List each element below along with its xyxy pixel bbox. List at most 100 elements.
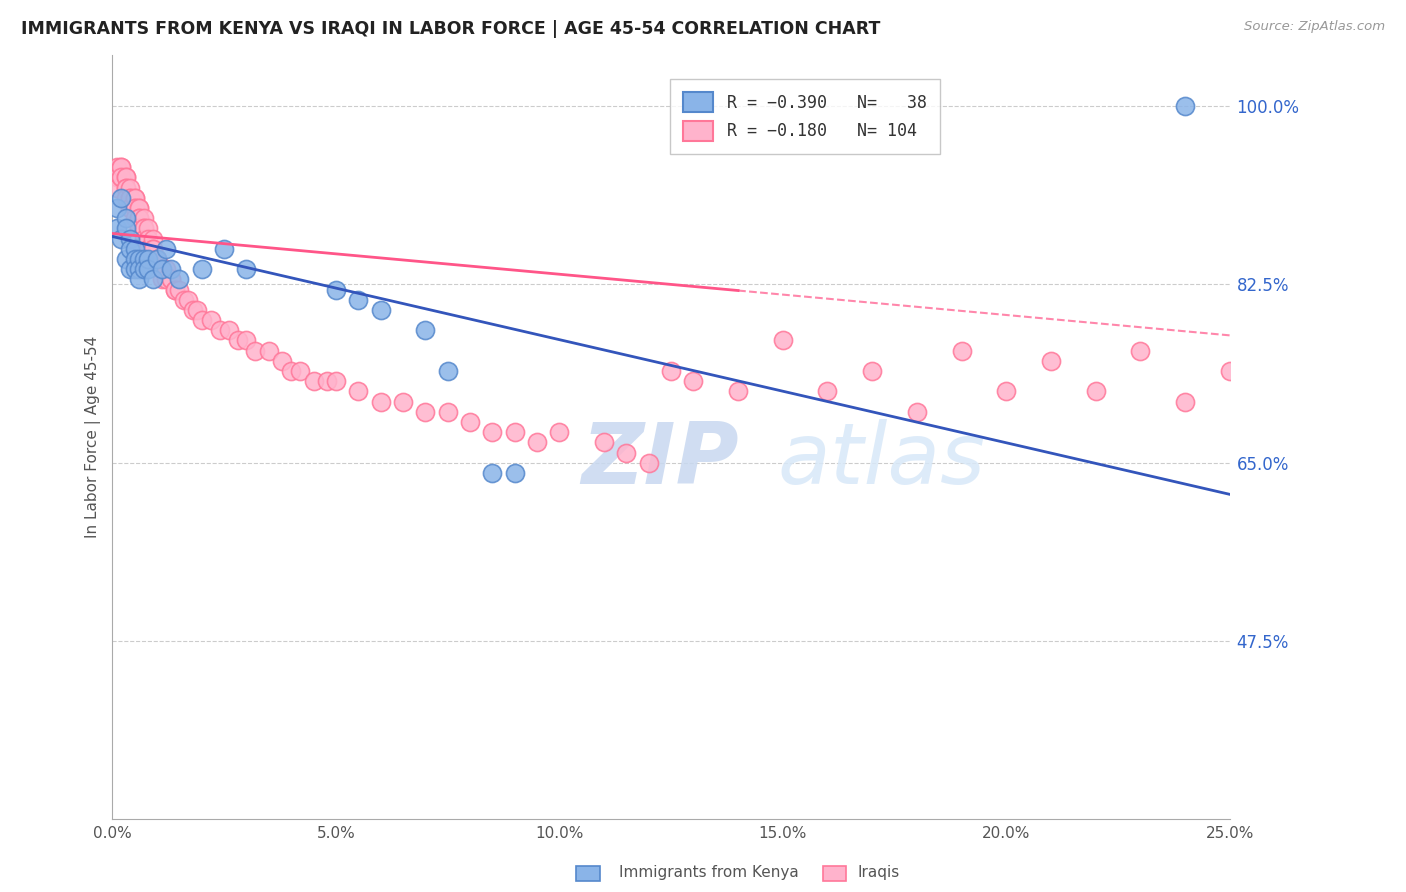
Point	[146, 252, 169, 266]
Point	[316, 374, 339, 388]
Point	[124, 262, 146, 277]
Point	[142, 272, 165, 286]
Text: atlas: atlas	[778, 418, 986, 501]
Point	[128, 272, 150, 286]
Point	[114, 211, 136, 226]
Point	[593, 435, 616, 450]
Point	[413, 405, 436, 419]
Point	[347, 293, 370, 307]
Point	[150, 262, 173, 277]
Point	[132, 211, 155, 226]
Point	[124, 211, 146, 226]
Point	[481, 425, 503, 439]
Point	[614, 445, 637, 459]
Point	[169, 272, 191, 286]
Point	[142, 231, 165, 245]
Point	[159, 272, 181, 286]
Point	[155, 242, 177, 256]
Point	[155, 262, 177, 277]
Point	[370, 302, 392, 317]
Point	[142, 242, 165, 256]
Point	[817, 384, 839, 399]
Point	[950, 343, 973, 358]
Point	[105, 160, 128, 174]
Point	[995, 384, 1018, 399]
Point	[128, 262, 150, 277]
Point	[105, 221, 128, 235]
Point	[120, 231, 142, 245]
Point	[124, 191, 146, 205]
Text: IMMIGRANTS FROM KENYA VS IRAQI IN LABOR FORCE | AGE 45-54 CORRELATION CHART: IMMIGRANTS FROM KENYA VS IRAQI IN LABOR …	[21, 20, 880, 37]
Point	[136, 231, 159, 245]
Legend: R = −0.390   N=   38, R = −0.180   N= 104: R = −0.390 N= 38, R = −0.180 N= 104	[671, 78, 941, 154]
Point	[120, 201, 142, 215]
Point	[226, 334, 249, 348]
Point	[150, 262, 173, 277]
Point	[186, 302, 208, 317]
Point	[114, 180, 136, 194]
Point	[208, 323, 231, 337]
Point	[245, 343, 267, 358]
Point	[124, 191, 146, 205]
Point	[212, 242, 235, 256]
Point	[146, 252, 169, 266]
Point	[114, 252, 136, 266]
Text: Immigrants from Kenya: Immigrants from Kenya	[619, 865, 799, 880]
Point	[132, 231, 155, 245]
Point	[727, 384, 749, 399]
Point	[150, 272, 173, 286]
Text: ZIP: ZIP	[582, 418, 740, 501]
Point	[114, 170, 136, 185]
Y-axis label: In Labor Force | Age 45-54: In Labor Force | Age 45-54	[86, 336, 101, 539]
Point	[105, 170, 128, 185]
Point	[136, 221, 159, 235]
Point	[191, 313, 214, 327]
Point	[218, 323, 240, 337]
Point	[325, 283, 347, 297]
Point	[110, 191, 132, 205]
Point	[120, 191, 142, 205]
Point	[146, 252, 169, 266]
Point	[124, 201, 146, 215]
Point	[124, 252, 146, 266]
Point	[136, 252, 159, 266]
Point	[1353, 384, 1375, 399]
Point	[1129, 343, 1152, 358]
Point	[120, 262, 142, 277]
Point	[682, 374, 704, 388]
Point	[271, 354, 294, 368]
Point	[526, 435, 548, 450]
Point	[136, 242, 159, 256]
Point	[132, 221, 155, 235]
Point	[132, 262, 155, 277]
Point	[1039, 354, 1062, 368]
Point	[150, 262, 173, 277]
Point	[128, 201, 150, 215]
Point	[191, 262, 214, 277]
Point	[772, 334, 794, 348]
Point	[548, 425, 571, 439]
Point	[637, 456, 659, 470]
Text: Source: ZipAtlas.com: Source: ZipAtlas.com	[1244, 20, 1385, 33]
Point	[142, 242, 165, 256]
Point	[128, 221, 150, 235]
Point	[110, 170, 132, 185]
Point	[1084, 384, 1107, 399]
Point	[159, 272, 181, 286]
Point	[257, 343, 280, 358]
Point	[392, 394, 415, 409]
Point	[136, 242, 159, 256]
Point	[169, 283, 191, 297]
Point	[146, 252, 169, 266]
Point	[1308, 384, 1330, 399]
Point	[173, 293, 195, 307]
Point	[1174, 99, 1197, 113]
Point	[200, 313, 222, 327]
Point	[325, 374, 347, 388]
Point	[905, 405, 928, 419]
Point	[1174, 394, 1197, 409]
Point	[105, 201, 128, 215]
Point	[302, 374, 325, 388]
Point	[1197, 853, 1219, 867]
Point	[155, 272, 177, 286]
